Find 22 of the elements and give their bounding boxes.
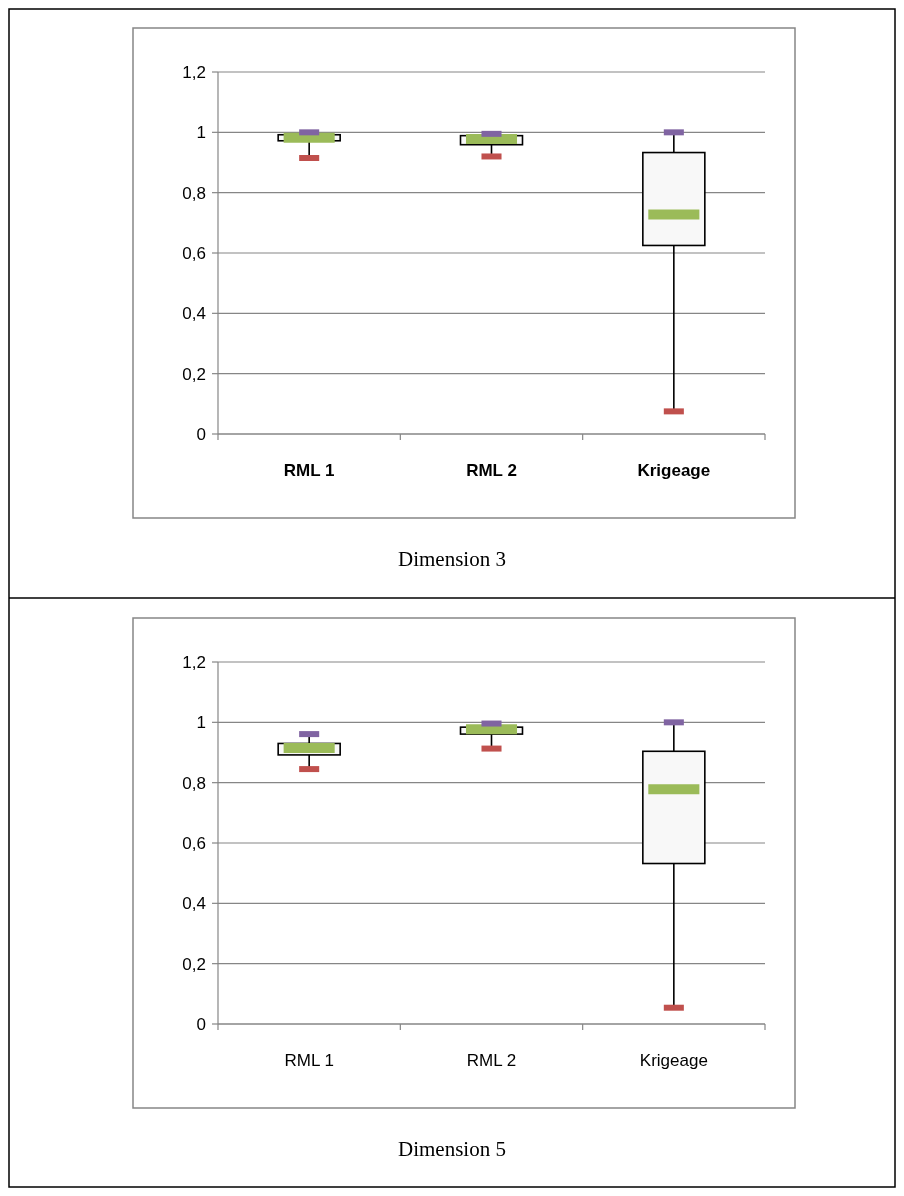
- y-tick-label: 1: [196, 713, 206, 733]
- y-tick-label: 0: [196, 424, 206, 444]
- y-tick-label: 1: [196, 123, 206, 143]
- text: Dimension 3: [398, 547, 506, 571]
- y-tick-label: 0,4: [182, 894, 206, 914]
- y-tick-label: 0,6: [182, 243, 206, 263]
- x-tick-label: Krigeage: [639, 1051, 708, 1070]
- y-tick-label: 0,8: [182, 773, 206, 793]
- text: Dimension 5: [398, 1137, 506, 1161]
- x-tick-label: RML 2: [466, 461, 517, 480]
- x-tick-label: RML 2: [466, 1051, 517, 1070]
- y-tick-label: 1,2: [182, 62, 206, 82]
- y-tick-label: 0,2: [182, 954, 206, 974]
- y-tick-label: 0,2: [182, 364, 206, 384]
- x-tick-label: RML 1: [283, 461, 335, 480]
- y-tick-label: 1,2: [182, 652, 206, 672]
- y-tick-label: 0,8: [182, 183, 206, 203]
- y-tick-label: 0,4: [182, 304, 206, 324]
- x-tick-label: RML 1: [284, 1051, 334, 1070]
- y-tick-label: 0,6: [182, 833, 206, 853]
- x-tick-label: Krigeage: [637, 461, 711, 480]
- y-tick-label: 0: [196, 1014, 206, 1034]
